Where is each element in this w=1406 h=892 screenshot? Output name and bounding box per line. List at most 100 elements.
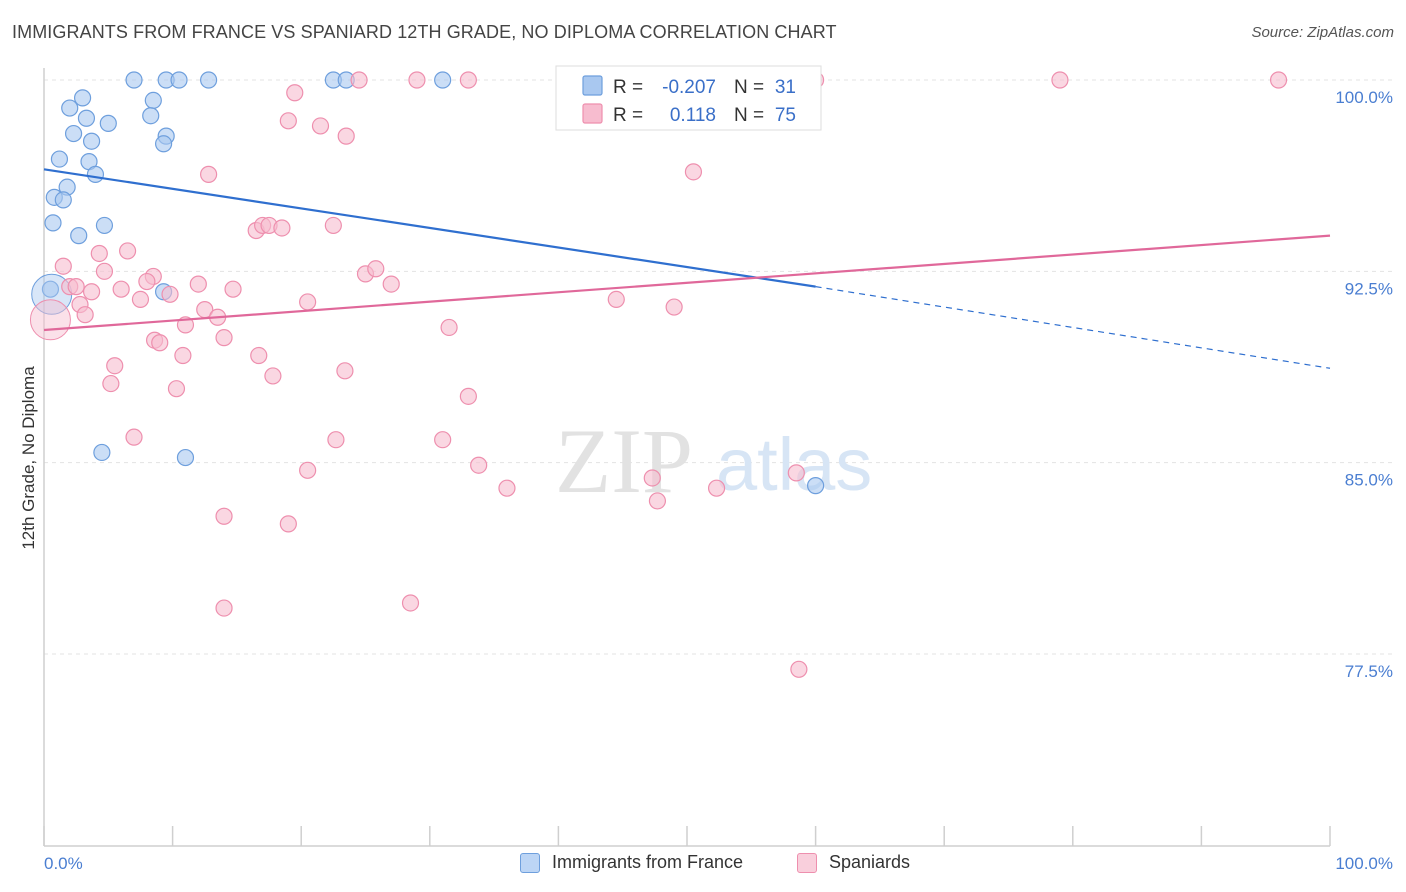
point-1-11: [337, 127, 355, 145]
legend-swatch-spaniards: [797, 852, 817, 873]
point-1-7: [1269, 71, 1288, 89]
point-1-59: [470, 456, 488, 474]
point-1-10: [311, 117, 330, 135]
point-1-24: [138, 272, 156, 291]
point-0-14: [64, 124, 83, 143]
point-1-66: [215, 507, 233, 525]
point-1-45: [215, 329, 233, 347]
point-1-2: [459, 71, 477, 89]
point-1-60: [299, 461, 317, 479]
legend-item-spaniards[interactable]: Spaniards: [797, 852, 910, 873]
point-1-40: [131, 290, 150, 308]
point-0-2: [170, 71, 188, 89]
point-1-27: [112, 280, 130, 298]
point-1-36: [607, 290, 625, 308]
point-0-10: [77, 109, 96, 127]
legend-label-spaniards: Spaniards: [829, 852, 911, 872]
point-0-17: [50, 150, 69, 168]
chart-source: Source: ZipAtlas.com: [1251, 24, 1394, 41]
point-1-12: [200, 165, 218, 183]
point-0-6: [434, 71, 452, 89]
stats-n-value-1: 75: [775, 105, 796, 126]
point-1-22: [95, 262, 114, 280]
point-1-17: [273, 219, 291, 237]
point-1-55: [459, 387, 477, 405]
point-1-53: [102, 374, 120, 393]
point-0-8: [144, 91, 162, 110]
point-1-31: [224, 280, 242, 298]
x-tick-label-0: 0.0%: [44, 854, 83, 873]
point-1-39: [76, 306, 94, 324]
point-1-33: [367, 260, 385, 278]
point-1-35: [299, 293, 317, 311]
trend-line-dashed-0: [815, 286, 1331, 369]
watermark: ZIP atlas: [555, 410, 872, 512]
point-1-28: [82, 283, 101, 301]
legend-swatch-france: [520, 852, 540, 873]
point-1-18: [324, 216, 342, 235]
point-1-63: [498, 479, 516, 497]
point-0-25: [95, 216, 114, 235]
point-1-61: [643, 469, 661, 487]
point-1-21: [118, 242, 137, 260]
point-0-26: [41, 280, 60, 298]
point-1-20: [90, 244, 108, 263]
point-1-8: [286, 84, 304, 102]
point-1-1: [408, 71, 426, 89]
point-0-30: [806, 477, 825, 495]
point-1-30: [189, 275, 207, 293]
y-tick-label-3: 100.0%: [1335, 88, 1393, 107]
point-1-51: [336, 362, 354, 380]
point-0-29: [176, 448, 195, 467]
point-1-56: [125, 428, 143, 446]
stats-n-label-1: N =: [734, 105, 764, 126]
point-0-9: [61, 99, 79, 117]
point-1-65: [648, 492, 667, 510]
big-point-1-0: [29, 299, 71, 341]
y-axis-label: 12th Grade, No Diploma: [19, 366, 38, 550]
point-1-9: [279, 112, 297, 130]
bottom-legend: Immigrants from France Spaniards: [0, 852, 1406, 876]
point-1-34: [382, 275, 400, 293]
point-0-3: [200, 71, 218, 89]
point-1-48: [174, 346, 192, 365]
point-0-19: [86, 165, 105, 183]
point-0-22: [54, 191, 72, 209]
point-0-15: [82, 132, 101, 150]
chart-title: IMMIGRANTS FROM FRANCE VS SPANIARD 12TH …: [12, 22, 837, 42]
point-1-26: [67, 278, 85, 296]
stats-n-value-0: 31: [775, 77, 796, 98]
point-1-0: [350, 71, 368, 89]
stats-swatch-1: [582, 103, 603, 124]
point-1-69: [215, 599, 233, 617]
point-0-12: [142, 107, 160, 125]
x-tick-label-1: 100.0%: [1335, 854, 1393, 873]
point-1-50: [106, 357, 124, 375]
point-1-70: [790, 660, 808, 678]
stats-n-label-0: N =: [734, 77, 764, 98]
point-0-11: [99, 114, 117, 132]
point-1-58: [434, 431, 452, 449]
point-1-37: [665, 298, 683, 316]
point-0-7: [73, 89, 92, 107]
y-tick-label-2: 92.5%: [1345, 279, 1393, 298]
series-0-points: [31, 71, 825, 495]
point-1-49: [250, 346, 268, 365]
stats-r-label-1: R =: [613, 105, 643, 126]
series-1-points: [29, 71, 1288, 678]
point-1-19: [54, 257, 72, 275]
point-1-47: [151, 334, 169, 352]
point-1-54: [167, 380, 186, 398]
point-0-16: [154, 135, 173, 153]
point-1-67: [279, 515, 297, 533]
point-1-6: [1051, 71, 1069, 89]
point-1-64: [707, 479, 726, 497]
stats-swatch-0: [582, 75, 603, 96]
point-1-62: [787, 464, 805, 482]
trend-line-0: [43, 168, 816, 288]
legend-item-france[interactable]: Immigrants from France: [520, 852, 743, 873]
stats-legend: R = -0.207 N = 31 R = 0.118 N = 75: [555, 65, 822, 131]
point-1-52: [264, 367, 282, 385]
trend-line-1: [43, 234, 1331, 332]
point-1-68: [401, 594, 420, 612]
